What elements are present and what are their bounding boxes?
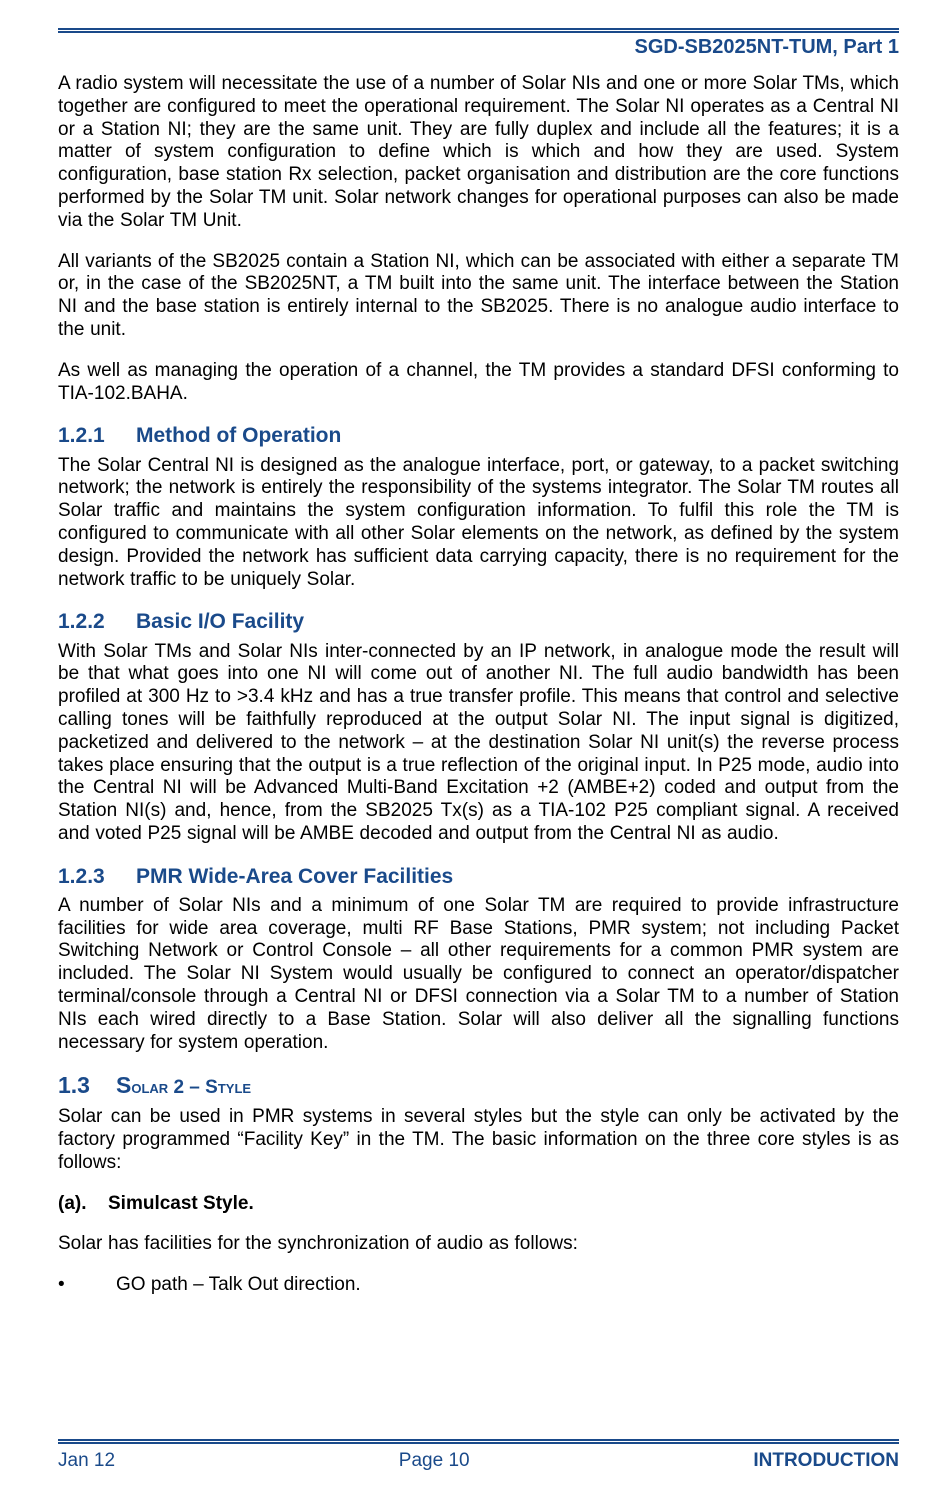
heading-number: 1.2.1 bbox=[58, 423, 136, 448]
section-1-2-3-body: A number of Solar NIs and a minimum of o… bbox=[58, 895, 899, 1055]
bullet-text: GO path – Talk Out direction. bbox=[116, 1274, 361, 1297]
footer-date: Jan 12 bbox=[58, 1450, 115, 1473]
bullet-item: • GO path – Talk Out direction. bbox=[58, 1274, 899, 1297]
doc-header: SGD-SB2025NT-TUM, Part 1 bbox=[58, 35, 899, 59]
footer-page: Page 10 bbox=[399, 1450, 470, 1473]
footer-section: INTRODUCTION bbox=[753, 1450, 899, 1473]
heading-1-2-1: 1.2.1Method of Operation bbox=[58, 423, 899, 448]
heading-1-2-2: 1.2.2Basic I/O Facility bbox=[58, 609, 899, 634]
heading-title: PMR Wide-Area Cover Facilities bbox=[136, 865, 453, 888]
heading-rest-b: tyle bbox=[218, 1077, 251, 1098]
heading-lead: S bbox=[116, 1072, 131, 1098]
heading-1-2-3: 1.2.3PMR Wide-Area Cover Facilities bbox=[58, 864, 899, 889]
section-1-2-2-body: With Solar TMs and Solar NIs inter-conne… bbox=[58, 641, 899, 846]
heading-1-3: 1.3Solar 2 – Style bbox=[58, 1072, 899, 1100]
bullet-icon: • bbox=[58, 1274, 116, 1297]
sync-intro: Solar has facilities for the synchroniza… bbox=[58, 1233, 899, 1256]
heading-number: 1.2.2 bbox=[58, 609, 136, 634]
intro-para-1: A radio system will necessitate the use … bbox=[58, 73, 899, 233]
heading-title: Method of Operation bbox=[136, 424, 341, 447]
page-footer: Jan 12 Page 10 INTRODUCTION bbox=[58, 1439, 899, 1473]
section-1-2-1-body: The Solar Central NI is designed as the … bbox=[58, 455, 899, 592]
header-rule bbox=[58, 28, 899, 33]
footer-rule bbox=[58, 1439, 899, 1444]
heading-number: 1.2.3 bbox=[58, 864, 136, 889]
heading-title: Basic I/O Facility bbox=[136, 610, 304, 633]
intro-para-2: All variants of the SB2025 contain a Sta… bbox=[58, 251, 899, 342]
heading-number: 1.3 bbox=[58, 1072, 116, 1100]
subheading-title: Simulcast Style. bbox=[108, 1193, 254, 1214]
section-1-3-body: Solar can be used in PMR systems in seve… bbox=[58, 1106, 899, 1174]
heading-rest-a: olar 2 – S bbox=[131, 1077, 217, 1098]
subheading-label: (a). bbox=[58, 1193, 108, 1216]
subheading-a: (a).Simulcast Style. bbox=[58, 1193, 899, 1216]
intro-para-3: As well as managing the operation of a c… bbox=[58, 360, 899, 406]
